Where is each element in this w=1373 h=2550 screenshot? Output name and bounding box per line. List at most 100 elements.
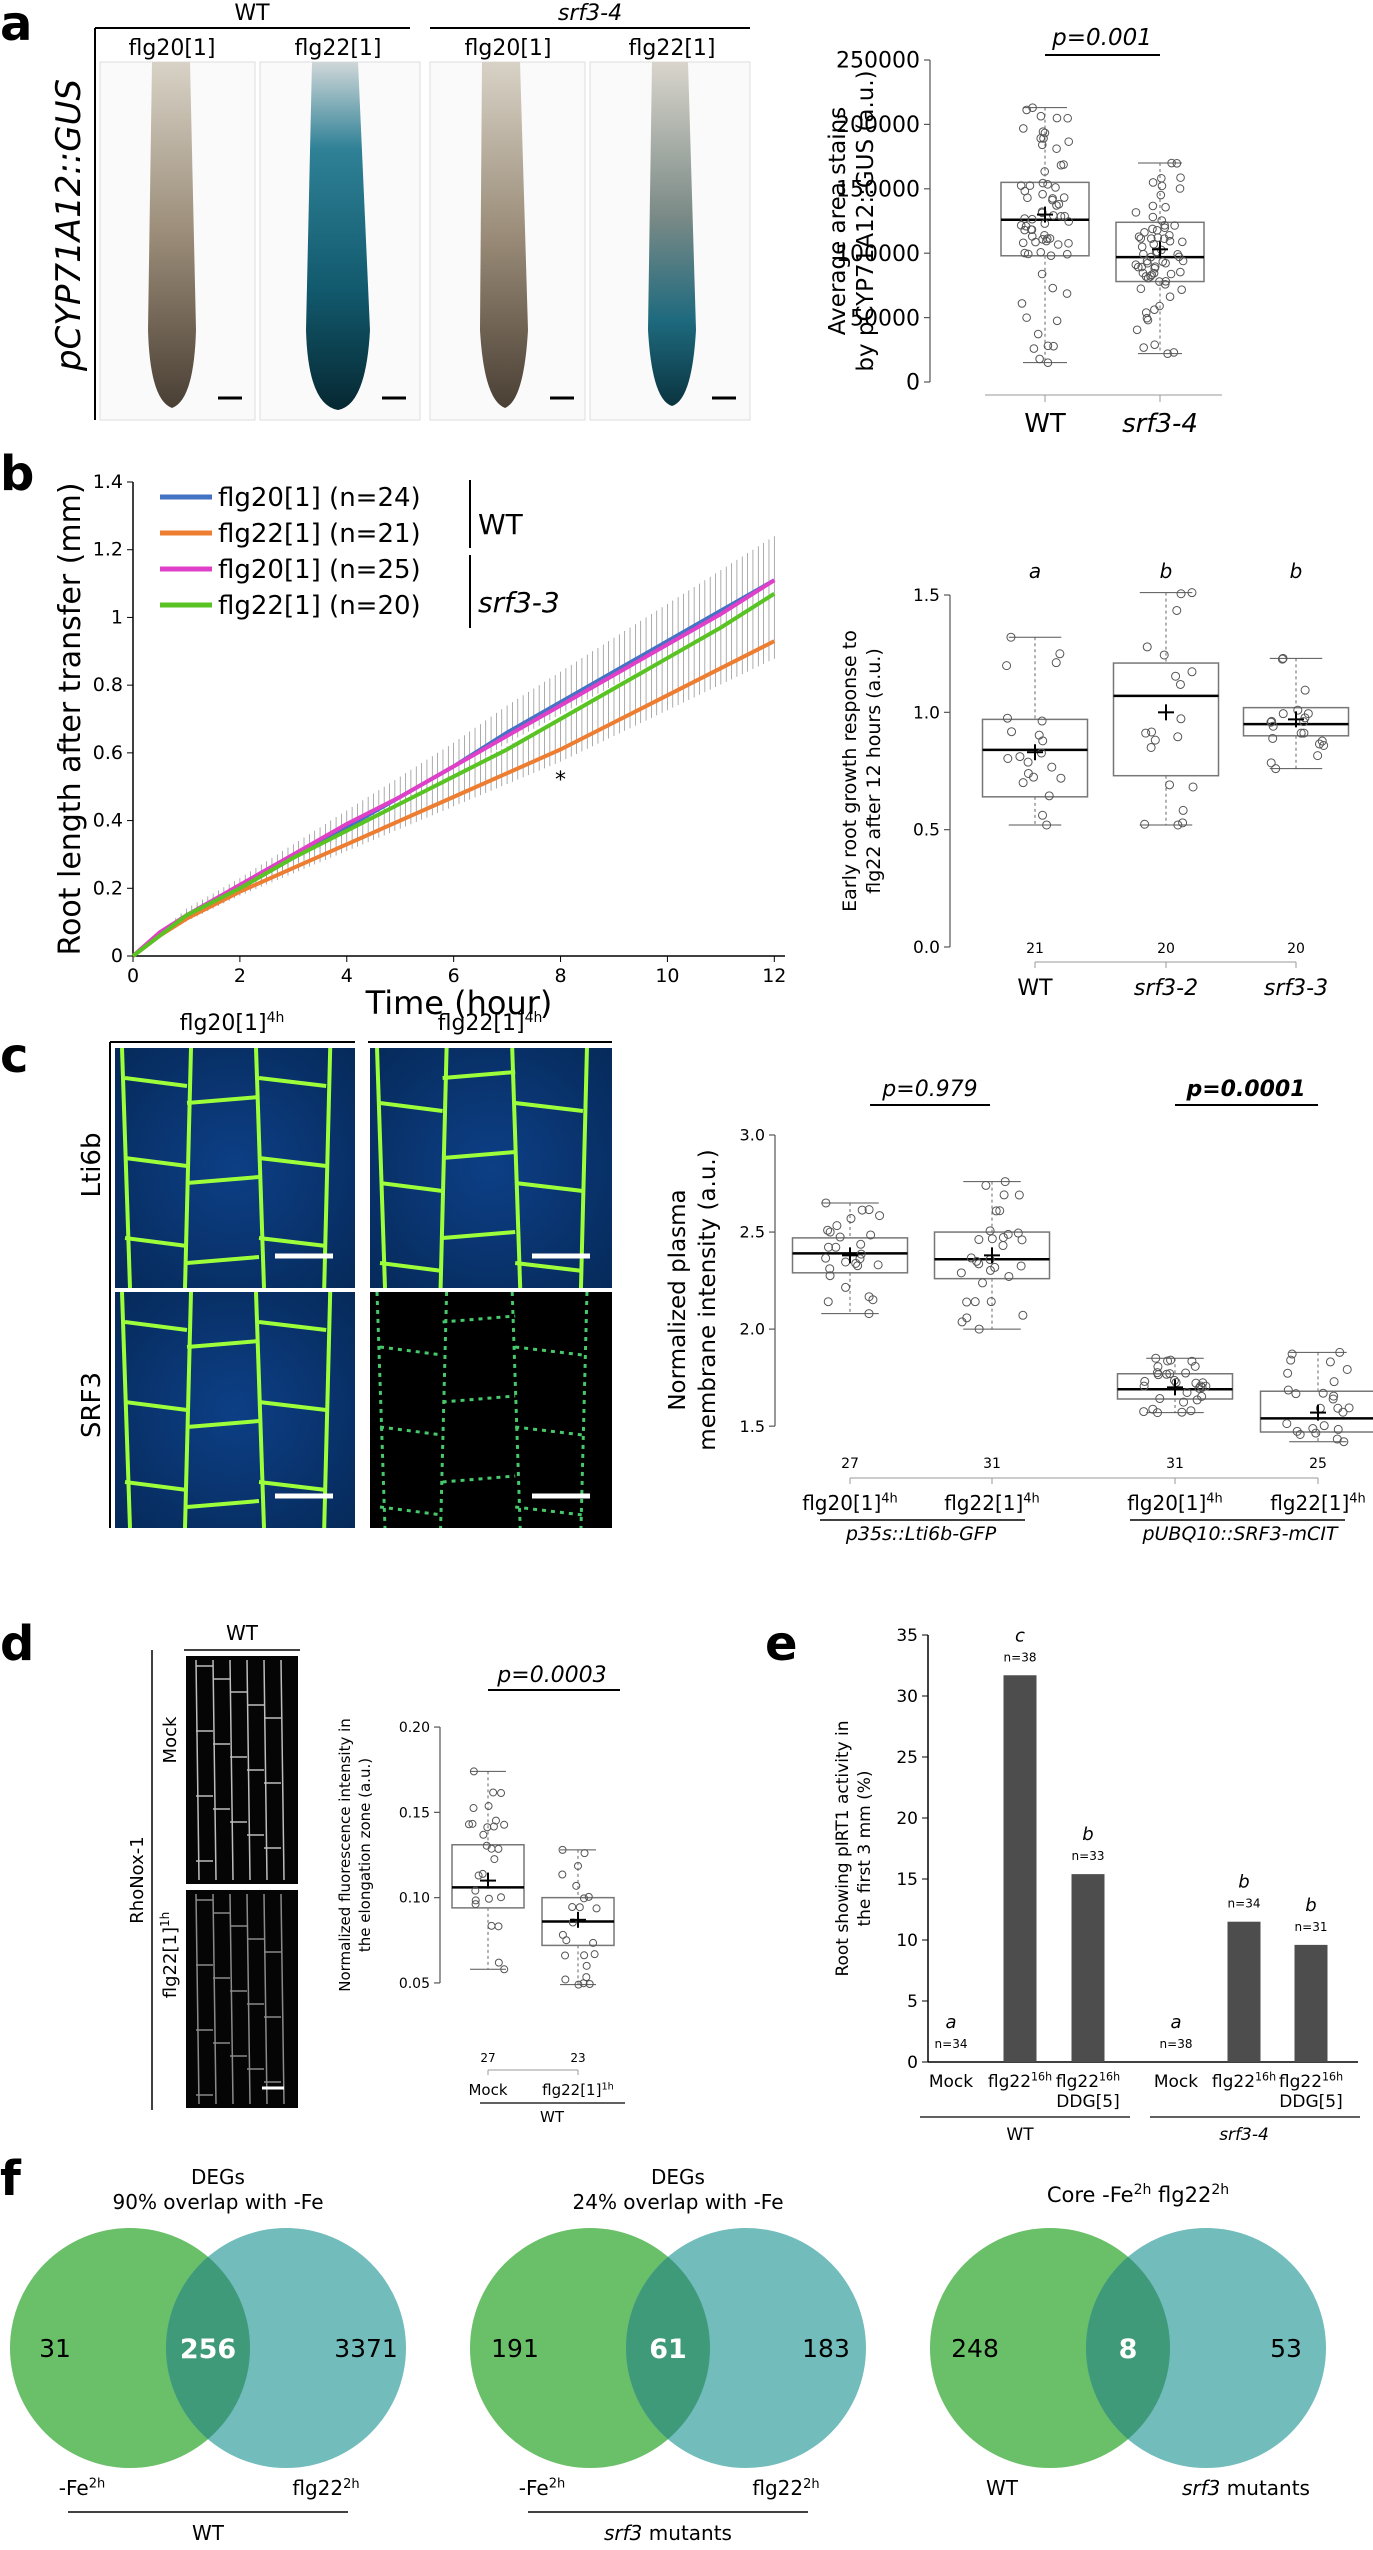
data-point xyxy=(866,1230,876,1240)
data-point xyxy=(1182,1387,1192,1397)
data-point xyxy=(1178,805,1188,815)
data-point xyxy=(1018,238,1028,248)
data-point xyxy=(1162,1369,1172,1379)
cell-wall xyxy=(258,1480,327,1492)
data-point xyxy=(1282,1419,1292,1429)
cell-wall xyxy=(263,1659,268,1881)
data-point xyxy=(972,1256,982,1266)
data-point xyxy=(1146,742,1156,752)
data-point xyxy=(1148,178,1158,187)
data-point xyxy=(1146,234,1156,243)
data-point xyxy=(1064,217,1074,226)
data-point xyxy=(1344,1403,1354,1413)
data-point xyxy=(582,1961,591,1970)
cell-wall xyxy=(280,1659,285,1881)
data-point xyxy=(1160,221,1169,230)
data-point xyxy=(824,1242,834,1252)
data-point xyxy=(1141,308,1151,317)
data-point xyxy=(1040,167,1050,176)
data-point xyxy=(1278,653,1288,663)
panel-a-col-label: flg20[1] xyxy=(465,36,552,61)
cell-wall xyxy=(442,1314,516,1324)
data-point xyxy=(956,1268,966,1278)
image-background xyxy=(115,1048,355,1288)
data-point xyxy=(1022,313,1031,322)
data-point xyxy=(1165,780,1175,790)
cell-wall xyxy=(124,1076,188,1088)
panel-c-images: flg20[1]4h flg22[1]4h Lti6b SRF3 xyxy=(77,1010,612,1529)
data-point xyxy=(974,1324,984,1334)
y-tick-label: 0.5 xyxy=(913,821,940,841)
data-point xyxy=(1131,208,1141,217)
data-point xyxy=(1000,1177,1010,1187)
data-point xyxy=(987,1234,997,1244)
group-letter: b xyxy=(1160,559,1173,583)
cell-wall xyxy=(258,1320,327,1332)
data-point xyxy=(1143,315,1153,325)
data-point xyxy=(1283,1368,1293,1378)
y-tick-label: 25 xyxy=(896,1748,918,1768)
x-tick-label: flg20[1]4h xyxy=(802,1491,898,1515)
y-tick-label: 1.2 xyxy=(93,539,123,561)
data-point xyxy=(1173,249,1182,259)
confocal-srf3-flg20 xyxy=(115,1291,355,1529)
venn-group-label: srf3 mutants xyxy=(604,2521,732,2545)
data-point xyxy=(497,1789,506,1798)
data-point xyxy=(857,1205,867,1215)
data-point xyxy=(1187,667,1197,677)
panel-c-col-label: flg20[1]4h xyxy=(180,1010,285,1036)
cell-wall xyxy=(578,1047,589,1289)
y-axis-label: Early root growth response to xyxy=(839,630,861,912)
box-0 xyxy=(791,1198,909,1319)
data-point xyxy=(1161,277,1171,286)
data-point xyxy=(1151,1353,1161,1363)
data-point xyxy=(1329,1377,1339,1387)
chart-d-boxplot: 0.05 0.10 0.15 0.20 Normalized fluorescence … xyxy=(336,1663,625,2126)
data-point xyxy=(1328,1394,1338,1404)
rhonox-image-mock xyxy=(195,1659,285,1881)
image-background xyxy=(370,1292,612,1528)
box-iqr xyxy=(791,1237,909,1274)
data-point xyxy=(1038,178,1048,188)
data-point xyxy=(1141,728,1151,738)
cell-wall xyxy=(120,1291,132,1529)
y-tick-label: 100000 xyxy=(836,242,920,267)
data-point xyxy=(1147,727,1157,737)
data-point xyxy=(821,1198,831,1208)
group-label: srf3-4 xyxy=(1219,2125,1269,2145)
data-point xyxy=(1142,313,1152,323)
y-tick-label: 2.5 xyxy=(740,1223,765,1242)
series-line-1 xyxy=(131,639,776,958)
data-point xyxy=(1134,232,1144,241)
p-value-label: p=0.0001 xyxy=(1185,1077,1305,1102)
box-1 xyxy=(1115,158,1205,358)
data-point xyxy=(1043,341,1053,351)
data-point xyxy=(1266,717,1276,727)
box-1 xyxy=(1112,588,1220,830)
panel-letter-a: a xyxy=(0,0,32,52)
y-tick-label: 0.0 xyxy=(913,938,940,958)
data-point xyxy=(1037,716,1047,726)
data-point xyxy=(1311,1428,1321,1438)
venn-overlap xyxy=(625,2256,710,2440)
cell-wall xyxy=(514,1181,584,1193)
data-point xyxy=(1138,268,1148,278)
data-point xyxy=(1139,343,1148,352)
data-point xyxy=(823,1297,833,1307)
data-point xyxy=(592,1904,601,1913)
data-point xyxy=(1333,1403,1343,1413)
data-point xyxy=(1033,329,1043,339)
cell-wall xyxy=(379,1261,443,1273)
data-point xyxy=(1172,605,1182,615)
data-point xyxy=(1299,717,1309,727)
box-1 xyxy=(541,1845,615,1989)
group-label: WT xyxy=(540,2108,565,2126)
data-point xyxy=(985,1265,995,1275)
venn-title: DEGs xyxy=(651,2165,705,2189)
cell-wall xyxy=(379,1181,443,1193)
data-point xyxy=(1188,782,1198,792)
box-iqr xyxy=(1112,662,1220,777)
data-point xyxy=(1292,1426,1302,1436)
data-point xyxy=(978,1278,988,1288)
